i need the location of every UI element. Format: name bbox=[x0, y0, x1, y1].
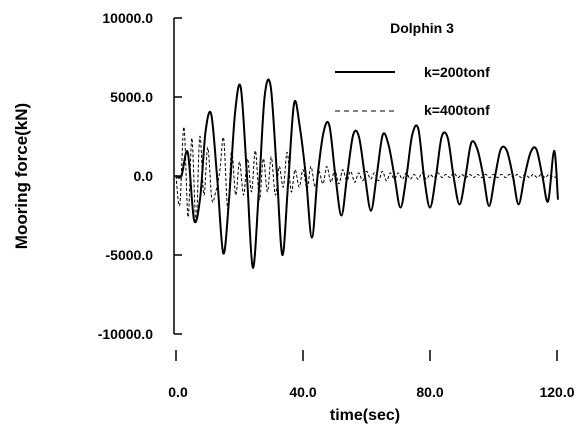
legend-label-k400: k=400tonf bbox=[424, 102, 490, 118]
y-tick-label: -10000.0 bbox=[98, 326, 153, 342]
x-tick-label: 80.0 bbox=[416, 384, 443, 400]
y-tick-label: -5000.0 bbox=[106, 247, 154, 263]
x-tick-label: 120.0 bbox=[539, 384, 574, 400]
x-ticks bbox=[175, 350, 558, 361]
legend-label-k200: k=200tonf bbox=[424, 64, 490, 80]
x-axis-label: time(sec) bbox=[330, 407, 400, 424]
x-tick-label: 0.0 bbox=[168, 384, 188, 400]
chart-title: Dolphin 3 bbox=[390, 20, 454, 36]
x-tick-label: 40.0 bbox=[289, 384, 316, 400]
series-line-k400 bbox=[175, 126, 558, 224]
x-tick-labels: 0.0 40.0 80.0 120.0 bbox=[168, 384, 574, 400]
y-tick-labels: 10000.0 5000.0 0.0 -5000.0 -10000.0 bbox=[98, 10, 153, 342]
y-tick-label: 5000.0 bbox=[110, 89, 153, 105]
y-tick-label: 10000.0 bbox=[102, 10, 153, 26]
y-axis-label: Mooring force(kN) bbox=[12, 103, 31, 249]
series-line-k200 bbox=[175, 78, 559, 269]
series-layer bbox=[175, 78, 559, 269]
legend: k=200tonf k=400tonf bbox=[335, 64, 490, 118]
y-tick-label: 0.0 bbox=[134, 168, 154, 184]
